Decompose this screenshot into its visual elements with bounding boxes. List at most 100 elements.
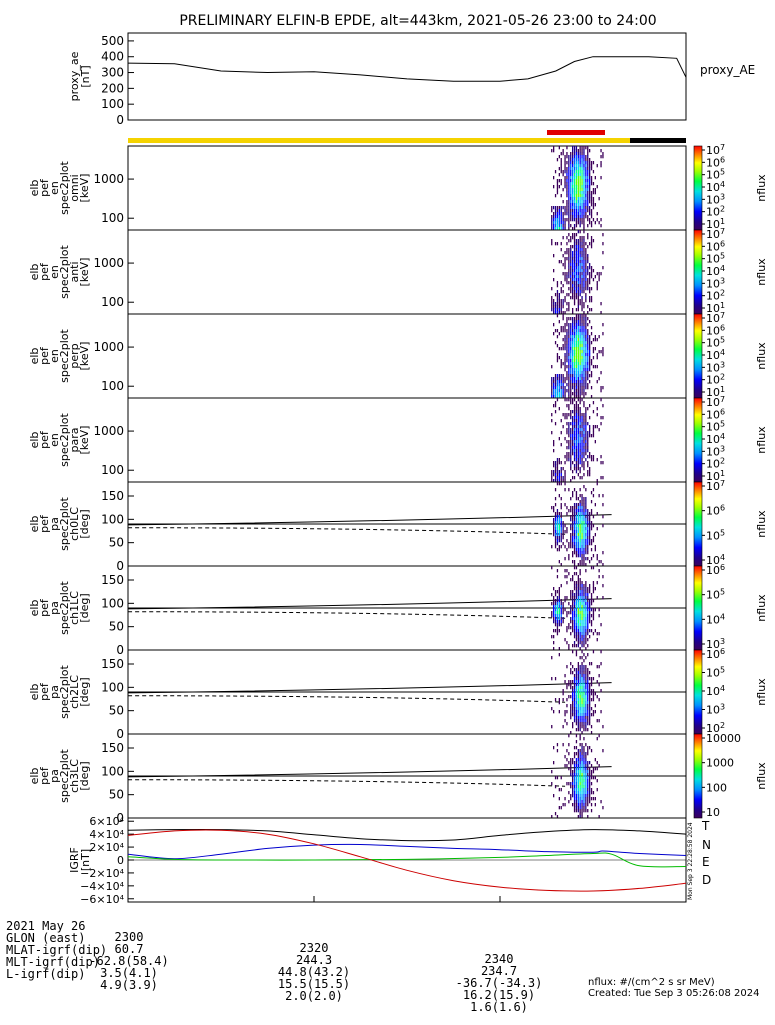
heatmap-cell (570, 605, 572, 609)
heatmap-cell (594, 767, 596, 771)
heatmap-cell (585, 587, 587, 591)
heatmap-cell (585, 551, 587, 555)
heatmap-cell (581, 710, 583, 714)
heatmap-cell (558, 611, 560, 615)
heatmap-cell (589, 368, 591, 372)
heatmap-cell (566, 782, 568, 786)
heatmap-cell (566, 440, 568, 444)
heatmap-cell (575, 806, 578, 810)
heatmap-cell (560, 608, 562, 612)
heatmap-cell (577, 434, 579, 438)
heatmap-cell (583, 599, 585, 603)
heatmap-cell (572, 608, 574, 612)
heatmap-cell (572, 365, 574, 369)
anti-loss-cone-line (127, 611, 566, 619)
heatmap-cell (556, 296, 559, 300)
heatmap-cell (556, 464, 559, 468)
heatmap-cell (566, 416, 568, 420)
heatmap-cell (575, 200, 578, 204)
heatmap-cell (581, 443, 583, 447)
heatmap-cell (556, 776, 559, 780)
heatmap-cell (575, 698, 578, 702)
heatmap-cell (581, 341, 583, 345)
heatmap-cell (587, 155, 589, 159)
heatmap-cell (592, 239, 595, 243)
heatmap-cell (570, 797, 572, 801)
heatmap-cell (585, 608, 587, 612)
heatmap-cell (579, 335, 581, 339)
heatmap-cell (573, 251, 576, 255)
heatmap-cell (579, 809, 581, 813)
heatmap-cell (558, 524, 560, 528)
heatmap-cell (600, 476, 602, 480)
heatmap-cell (598, 428, 600, 432)
heatmap-cell (573, 611, 576, 615)
heatmap-cell (553, 647, 555, 651)
heatmap-cell (579, 623, 581, 627)
heatmap-cell (556, 380, 559, 384)
heatmap-cell (572, 452, 574, 456)
heatmap-cell (587, 200, 589, 204)
heatmap-cell (592, 200, 595, 204)
heatmap-cell (564, 263, 566, 267)
heatmap-cell (556, 392, 559, 396)
heatmap-cell (592, 365, 595, 369)
heatmap-cell (553, 620, 555, 624)
ephemeris-value: 4.9(3.9) (100, 978, 158, 992)
heatmap-cell (562, 425, 564, 429)
heatmap-cell (553, 509, 555, 513)
heatmap-cell (570, 773, 572, 777)
heatmap-cell (562, 392, 564, 396)
y-axis-label: [deg] (78, 593, 91, 622)
heatmap-cell (585, 524, 587, 528)
ephemeris-label: MLT-igrf(dip) (6, 955, 100, 969)
heatmap-cell (579, 542, 581, 546)
heatmap-cell (598, 575, 600, 579)
heatmap-cell (570, 323, 572, 327)
heatmap-cell (553, 308, 555, 312)
heatmap-cell (585, 377, 587, 381)
y-tick-label: −4×10⁴ (80, 880, 124, 893)
heatmap-cell (587, 281, 589, 285)
heatmap-cell (581, 200, 583, 204)
heatmap-cell (587, 701, 589, 705)
heatmap-cell (568, 422, 570, 426)
heatmap-cell (575, 179, 578, 183)
heatmap-cell (596, 632, 598, 636)
heatmap-cell (554, 392, 557, 396)
created-stamp: Created: Tue Sep 3 05:26:08 2024 (588, 988, 760, 999)
heatmap-cell (562, 284, 564, 288)
heatmap-cell (590, 434, 593, 438)
heatmap-cell (579, 767, 581, 771)
heatmap-cell (570, 296, 572, 300)
heatmap-cell (568, 155, 570, 159)
heatmap-cell (589, 185, 591, 189)
heatmap-cell (579, 428, 581, 432)
heatmap-cell (553, 215, 555, 219)
heatmap-cell (577, 758, 579, 762)
heatmap-cell (560, 530, 562, 534)
heatmap-cell (564, 755, 566, 759)
heatmap-cell (579, 329, 581, 333)
heatmap-cell (573, 806, 576, 810)
heatmap-cell (575, 623, 578, 627)
heatmap-cell (577, 368, 579, 372)
heatmap-cell (577, 713, 579, 717)
heatmap-cell (577, 635, 579, 639)
heatmap-cell (564, 362, 566, 366)
heatmap-cell (554, 785, 557, 789)
heatmap-cell (589, 773, 591, 777)
heatmap-cell (579, 554, 581, 558)
heatmap-cell (581, 548, 583, 552)
heatmap-cell (575, 245, 578, 249)
heatmap-cell (589, 662, 591, 666)
heatmap-cell (590, 167, 593, 171)
heatmap-cell (587, 287, 589, 291)
heatmap-cell (564, 596, 566, 600)
heatmap-cell (589, 599, 591, 603)
heatmap-cell (587, 269, 589, 273)
heatmap-cell (587, 203, 589, 207)
heatmap-cell (560, 482, 562, 486)
heatmap-cell (581, 347, 583, 351)
